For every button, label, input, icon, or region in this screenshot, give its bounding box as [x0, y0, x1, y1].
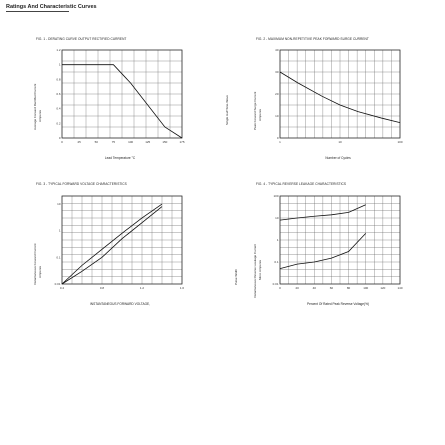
fig3-title: FIG. 3 - TYPICAL FORWARD VOLTAGE CHARACT… [36, 182, 127, 186]
fig1-frame [61, 49, 183, 139]
fig1-x-tick-label: 0 [61, 140, 63, 144]
fig1-title: FIG. 1 - DERATING CURVE OUTPUT RECTIFIED… [36, 37, 127, 41]
fig1-y-tick-label: 0.4 [56, 107, 61, 111]
title-underline [6, 11, 69, 12]
fig2-x-tick-label: 1 [279, 140, 281, 144]
fig1-y-tick-label: 1.2 [56, 48, 61, 52]
fig1-y-tick-label: 1 [59, 63, 61, 67]
fig1-xunit: °C [131, 156, 136, 160]
fig3-x-tick-label: 1.2 [140, 286, 145, 290]
fig4-frame [279, 195, 401, 285]
fig3-x-tick-label: 1.6 [180, 286, 185, 290]
fig1-x-tick-label: 150 [162, 140, 167, 144]
fig3-xlabel: INSTANTANEOUS FORWARD VOLTAGE, [89, 302, 151, 306]
fig3-y-tick-label: 10 [57, 202, 61, 206]
fig4-x-tick-label: 0 [279, 286, 281, 290]
fig3-series-line-1 [61, 203, 163, 285]
fig2-x-tick-label: 100 [397, 140, 402, 144]
fig4-y-tick-label: 1 [277, 238, 279, 242]
fig2-y-tick-label: 30 [275, 70, 279, 74]
fig1-y-tick-label: 0.8 [56, 77, 61, 81]
fig4-y-tick-label: 0.1 [274, 260, 279, 264]
fig4-series-line-2 [279, 233, 367, 270]
page-title: Ratings And Characteristic Curves [6, 4, 97, 10]
fig3-series-line-2 [61, 206, 163, 285]
fig3-frame [61, 195, 183, 285]
fig4-title: FIG. 4 - TYPICAL REVERSE LEAKAGE CHARACT… [256, 182, 347, 186]
fig4-x-tick-label: 80 [347, 286, 351, 290]
fig4-x-tick-label: 40 [313, 286, 317, 290]
fig1-y-tick-label: 0 [59, 136, 61, 140]
fig4-x-tick-label: 140 [397, 286, 402, 290]
fig2-yunit: Amperes [258, 108, 262, 121]
fig2-title: FIG. 2 - MAXIMUM NON-REPETITIVE PEAK FOR… [256, 37, 369, 41]
fig2-frame [279, 49, 401, 139]
fig2-xlabel: Number of Cycles [325, 156, 351, 160]
fig1-xlabel-text: Lead Temperature [104, 156, 131, 160]
fig4-ylabel: Instantaneous Reverse Leakage Current [253, 243, 257, 298]
fig1-x-tick-label: 50 [95, 140, 99, 144]
fig4-chart: 0 20 40 60 80 100 120 140 0.01 0.1 1 10 100 [268, 191, 408, 296]
fig1-x-tick-label: 25 [77, 140, 81, 144]
fig2-ylabel: Peak Forward Surge Current [253, 91, 257, 130]
fig3-ylabel: Instantaneous Forward Current [33, 243, 37, 285]
fig2-x-tick-label: 10 [338, 140, 342, 144]
fig2-series-line-1 [279, 71, 401, 123]
fig1-x-tick-label: 125 [145, 140, 150, 144]
fig3-chart: 0.4 0.8 1.2 1.6 0.01 0.1 1 10 [50, 191, 190, 296]
fig2-y-tick-label: 20 [275, 92, 279, 96]
fig4-x-tick-label: 20 [295, 286, 299, 290]
fig2-y-tick-label: 40 [275, 48, 279, 52]
fig4-y-tick-label: 10 [275, 216, 279, 220]
fig4-y-tick-label: 100 [273, 194, 278, 198]
fig1-chart: 0 25 50 75 100 125 150 175 0 0.2 0.4 0.6 0.8 1 1.2 [50, 45, 190, 150]
fig4-x-tick-label: 60 [330, 286, 334, 290]
fig3-yunit: Amperes [38, 265, 42, 278]
fig3-x-tick-label: 0.4 [60, 286, 65, 290]
fig1-series-line-1 [62, 64, 183, 139]
fig4-series-line-1 [279, 204, 366, 221]
fig3-x-tick-label: 0.8 [100, 286, 105, 290]
fig1-xlabel: Lead Temperature °C [50, 156, 190, 160]
fig1-ylabel: Average Forward Rectified Current [33, 83, 37, 130]
fig2-chart: 1 10 100 0 10 20 30 40 [268, 45, 408, 150]
fig2-y-tick-label: 10 [275, 114, 279, 118]
fig4-x-tick-label: 120 [380, 286, 385, 290]
fig1-x-tick-label: 75 [112, 140, 116, 144]
fig3-y-tick-label: 0.1 [56, 255, 61, 259]
fig3-side-note: Pulse Width [234, 268, 238, 285]
fig4-yunit: Micro Amperes [258, 259, 262, 280]
fig3-y-tick-label: 1 [59, 229, 61, 233]
fig1-x-tick-label: 100 [128, 140, 133, 144]
fig1-y-tick-label: 0.2 [56, 121, 61, 125]
fig3-y-tick-label: 0.01 [55, 282, 61, 286]
fig1-yunit: Amperes [38, 109, 42, 122]
fig4-xlabel: Percent Of Rated Peak Reverse Voltage(%) [306, 302, 369, 306]
fig4-y-tick-label: 0.01 [273, 282, 279, 286]
fig1-y-tick-label: 0.6 [56, 92, 61, 96]
fig1-x-tick-label: 175 [179, 140, 184, 144]
fig2-side-note: Single Half Sine-Wave [225, 95, 229, 125]
fig2-y-tick-label: 0 [277, 136, 279, 140]
fig4-x-tick-label: 100 [363, 286, 368, 290]
